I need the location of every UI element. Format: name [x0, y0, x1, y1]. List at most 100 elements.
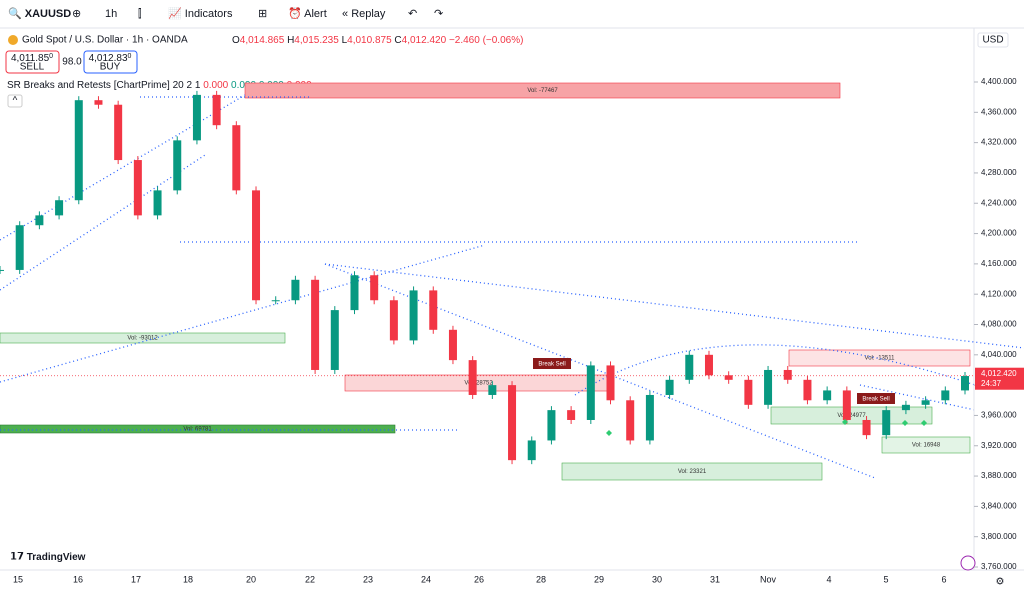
- candle: [291, 279, 300, 301]
- zone-label: Vol: 28752: [464, 381, 493, 387]
- sr-zone: [0, 332, 286, 344]
- indicator-params: 20 2 1: [173, 80, 201, 91]
- symbol[interactable]: 🔍 XAUUSD: [8, 6, 71, 20]
- y-tick-label: 3,840.000: [981, 501, 1017, 510]
- sell-button[interactable]: [5, 50, 60, 74]
- candle: [901, 404, 910, 411]
- candle: [192, 94, 201, 141]
- y-tick-label: 4,160.000: [981, 259, 1017, 268]
- x-tick-label: 24: [421, 574, 431, 584]
- legend-title: Gold Spot / U.S. Dollar · 1h · OANDA: [22, 35, 188, 46]
- c-label: C: [394, 35, 401, 46]
- legend-ohlc: O4,014.865 H4,015.235 L4,010.875 C4,012.…: [232, 35, 523, 46]
- candle: [370, 275, 379, 301]
- candle: [744, 379, 753, 405]
- retest-marker: [921, 420, 927, 426]
- price-tag-countdown: 24:37: [981, 379, 1002, 388]
- buy-button[interactable]: [83, 50, 138, 74]
- buy-price: 4,012.830: [89, 53, 132, 64]
- sr-zone: [788, 349, 971, 367]
- currency-button[interactable]: [977, 32, 1009, 48]
- retest-marker: [606, 430, 612, 436]
- o-label: O: [232, 35, 240, 46]
- alert-text: Alert: [304, 8, 327, 20]
- candle: [704, 354, 713, 376]
- candle: [586, 365, 595, 420]
- trendline: [0, 154, 206, 291]
- candle: [764, 369, 773, 405]
- y-tick-label: 4,400.000: [981, 77, 1017, 86]
- buy-price-sup: 0: [128, 53, 132, 60]
- candle: [271, 300, 280, 302]
- candle: [488, 385, 497, 395]
- x-tick-label: 26: [474, 574, 484, 584]
- chart-type[interactable]: ⫿: [138, 8, 142, 20]
- settings-button[interactable]: ⚙: [996, 577, 1005, 588]
- candle: [429, 290, 438, 330]
- buy-label: BUY: [100, 62, 121, 73]
- assistant-button[interactable]: [960, 555, 976, 571]
- signal-label: Break Sell: [538, 362, 565, 368]
- replay[interactable]: « Replay: [342, 8, 386, 20]
- candle: [153, 190, 162, 216]
- zone-label: Vol: 16948: [912, 443, 941, 449]
- sell-label: SELL: [20, 62, 45, 73]
- x-tick-label: 20: [246, 574, 256, 584]
- layouts[interactable]: ⊞: [258, 8, 267, 20]
- candle: [15, 225, 24, 270]
- x-tick-label: 18: [183, 574, 193, 584]
- redo[interactable]: ↷: [434, 8, 443, 20]
- y-tick-label: 3,880.000: [981, 471, 1017, 480]
- price-tag-price: 4,012.420: [981, 369, 1017, 378]
- candle: [212, 94, 221, 126]
- zone-label: Vol: -13511: [865, 356, 896, 362]
- brand-text: TradingView: [27, 552, 86, 563]
- alert[interactable]: ⏰ Alert: [288, 6, 327, 20]
- x-tick-label: 6: [941, 574, 946, 584]
- x-tick-label: Nov: [760, 574, 777, 584]
- candle: [448, 329, 457, 361]
- sell-price-sup: 0: [49, 53, 53, 60]
- indicators[interactable]: 📈 Indicators: [168, 7, 233, 20]
- candle: [724, 375, 733, 380]
- candle: [665, 379, 674, 395]
- candle: [783, 369, 792, 380]
- indicators-text: Indicators: [185, 8, 233, 20]
- o-value: 4,014.865: [240, 35, 285, 46]
- candle: [626, 400, 635, 441]
- add-symbol[interactable]: ⊕: [72, 8, 81, 20]
- y-tick-label: 3,760.000: [981, 562, 1017, 571]
- sr-zone: [0, 424, 396, 434]
- retest-marker: [902, 420, 908, 426]
- x-tick-label: 30: [652, 574, 662, 584]
- candle: [567, 410, 576, 420]
- signal-box: [857, 393, 895, 404]
- y-tick-label: 3,800.000: [981, 532, 1017, 541]
- replay-text: Replay: [351, 8, 386, 20]
- zone-label: Vol: -93012: [127, 336, 158, 342]
- candle: [862, 419, 871, 436]
- candle: [409, 290, 418, 341]
- signal-label: Break Sell: [862, 397, 889, 403]
- h-value: 4,015.235: [294, 35, 339, 46]
- candle: [547, 410, 556, 441]
- undo[interactable]: ↶: [408, 8, 417, 20]
- y-tick-label: 4,120.000: [981, 289, 1017, 298]
- retest-marker: [842, 419, 848, 425]
- interval[interactable]: 1h: [105, 8, 117, 20]
- currency: USD: [982, 35, 1003, 46]
- x-tick-label: 22: [305, 574, 315, 584]
- sr-zone: [561, 462, 823, 481]
- collapse-button[interactable]: [7, 94, 23, 108]
- y-tick-label: 4,320.000: [981, 138, 1017, 147]
- candle: [823, 390, 832, 401]
- collapse-icon: ^: [13, 96, 18, 107]
- candle: [35, 215, 44, 226]
- y-tick-label: 3,960.000: [981, 411, 1017, 420]
- indicator-v2: 0.000: [231, 80, 256, 91]
- x-tick-label: 4: [826, 574, 831, 584]
- symbol-icon: [8, 35, 18, 45]
- brand-logo[interactable]: 𝟭𝟳 TradingView: [10, 552, 86, 563]
- toolbar: [0, 0, 1024, 28]
